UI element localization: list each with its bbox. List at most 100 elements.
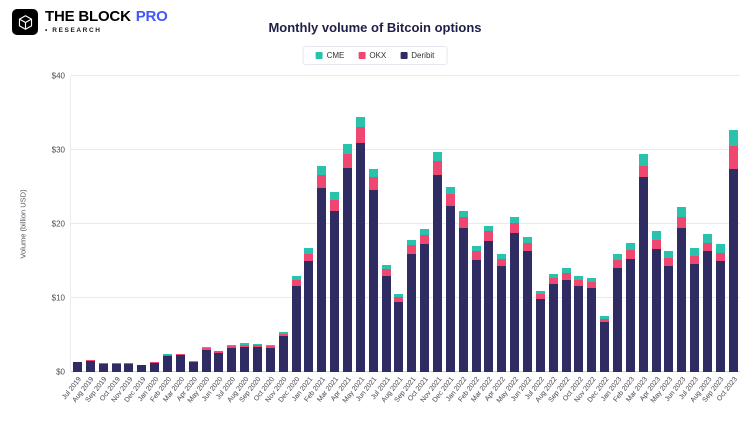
bar-segment-deribit: [548, 283, 558, 372]
stacked-bar[interactable]: [625, 76, 635, 372]
bar-segment-cme: [458, 210, 468, 218]
stacked-bar[interactable]: [471, 76, 481, 372]
bar-segment-deribit: [432, 175, 442, 372]
stacked-bar[interactable]: [111, 76, 121, 372]
stacked-bar[interactable]: [162, 76, 172, 372]
stacked-bar[interactable]: [188, 76, 198, 372]
stacked-bar[interactable]: [600, 76, 610, 372]
stacked-bar[interactable]: [420, 76, 430, 372]
bar-segment-okx: [355, 127, 365, 143]
bar-segment-cme: [587, 278, 597, 283]
stacked-bar[interactable]: [304, 76, 314, 372]
brand-header: THE BLOCK PRO • RESEARCH: [12, 9, 168, 35]
bar-segment-okx: [510, 223, 520, 233]
stacked-bar[interactable]: [98, 76, 108, 372]
stacked-bar[interactable]: [523, 76, 532, 372]
stacked-bar[interactable]: [715, 76, 725, 372]
bar-segment-okx: [124, 363, 134, 364]
stacked-bar[interactable]: [677, 76, 687, 372]
bar-segment-okx: [535, 294, 545, 300]
stacked-bar[interactable]: [201, 76, 211, 372]
bar-segment-okx: [175, 354, 185, 356]
bar-segment-cme: [317, 166, 327, 176]
x-axis-labels: Jul 2019 Aug 2019 Sep 2019 Oct 2019 Nov 2019…: [61, 372, 740, 420]
bar-slot: [354, 76, 367, 372]
stacked-bar[interactable]: [548, 76, 558, 372]
y-tick-label: $0: [56, 367, 65, 377]
bar-slot: [328, 76, 341, 372]
bar-slot: [84, 76, 97, 372]
the-block-cube-icon: [12, 9, 38, 35]
legend-item-okx[interactable]: OKX: [358, 51, 386, 60]
bar-segment-deribit: [471, 259, 481, 372]
legend-label: Deribit: [411, 51, 435, 60]
stacked-bar[interactable]: [510, 76, 520, 372]
bar-slot: [444, 76, 457, 372]
bar-segment-cme: [432, 152, 442, 162]
bar-slot: [277, 76, 290, 372]
brand-pro-badge: PRO: [135, 8, 168, 25]
stacked-bar[interactable]: [227, 76, 237, 372]
bar-segment-deribit: [445, 206, 455, 372]
bar-segment-cme: [703, 233, 713, 243]
stacked-bar[interactable]: [407, 76, 417, 372]
bar-slot: [341, 76, 354, 372]
stacked-bar[interactable]: [561, 76, 571, 372]
bar-slot: [573, 76, 586, 372]
stacked-bar[interactable]: [317, 76, 327, 372]
bar-segment-cme: [291, 275, 301, 281]
stacked-bar[interactable]: [330, 76, 340, 372]
gridline: [71, 75, 740, 76]
stacked-bar[interactable]: [85, 76, 95, 372]
bar-segment-okx: [317, 175, 327, 188]
stacked-bar[interactable]: [535, 76, 545, 372]
stacked-bar[interactable]: [175, 76, 185, 372]
bar-segment-cme: [227, 345, 237, 347]
stacked-bar[interactable]: [381, 76, 391, 372]
stacked-bar[interactable]: [278, 76, 288, 372]
stacked-bar[interactable]: [458, 76, 468, 372]
bar-segment-deribit: [407, 253, 417, 372]
stacked-bar[interactable]: [214, 76, 224, 372]
stacked-bar[interactable]: [587, 76, 597, 372]
bar-slot: [148, 76, 161, 372]
bar-segment-okx: [497, 258, 507, 267]
stacked-bar[interactable]: [703, 76, 713, 372]
stacked-bar[interactable]: [574, 76, 584, 372]
stacked-bar[interactable]: [394, 76, 404, 372]
stacked-bar[interactable]: [368, 76, 378, 372]
bar-slot: [238, 76, 251, 372]
stacked-bar[interactable]: [150, 76, 160, 372]
stacked-bar[interactable]: [137, 76, 147, 372]
stacked-bar[interactable]: [497, 76, 507, 372]
chart-container: Volume (billion USD) Jul 2019 Aug 2019 Sep…: [14, 72, 740, 405]
legend-item-deribit[interactable]: Deribit: [400, 51, 434, 60]
stacked-bar[interactable]: [638, 76, 648, 372]
bar-segment-deribit: [124, 363, 134, 372]
stacked-bar[interactable]: [265, 76, 275, 372]
stacked-bar[interactable]: [342, 76, 352, 372]
bar-segment-okx: [265, 346, 275, 349]
stacked-bar[interactable]: [664, 76, 674, 372]
stacked-bar[interactable]: [124, 76, 134, 372]
stacked-bar[interactable]: [291, 76, 301, 372]
stacked-bar[interactable]: [252, 76, 262, 372]
y-tick-label: $40: [51, 71, 65, 81]
bar-slot: [161, 76, 174, 372]
stacked-bar[interactable]: [432, 76, 442, 372]
stacked-bar[interactable]: [613, 76, 623, 372]
stacked-bar[interactable]: [728, 76, 738, 372]
bar-segment-okx: [651, 239, 661, 250]
stacked-bar[interactable]: [355, 76, 365, 372]
bar-segment-deribit: [625, 258, 635, 372]
stacked-bar[interactable]: [484, 76, 494, 372]
gridline: [71, 223, 740, 224]
stacked-bar[interactable]: [690, 76, 700, 372]
stacked-bar[interactable]: [651, 76, 661, 372]
stacked-bar[interactable]: [240, 76, 250, 372]
stacked-bar[interactable]: [445, 76, 455, 372]
bar-segment-okx: [291, 280, 301, 287]
stacked-bar[interactable]: [72, 76, 82, 372]
bar-slot: [688, 76, 701, 372]
legend-item-cme[interactable]: CME: [315, 51, 344, 60]
